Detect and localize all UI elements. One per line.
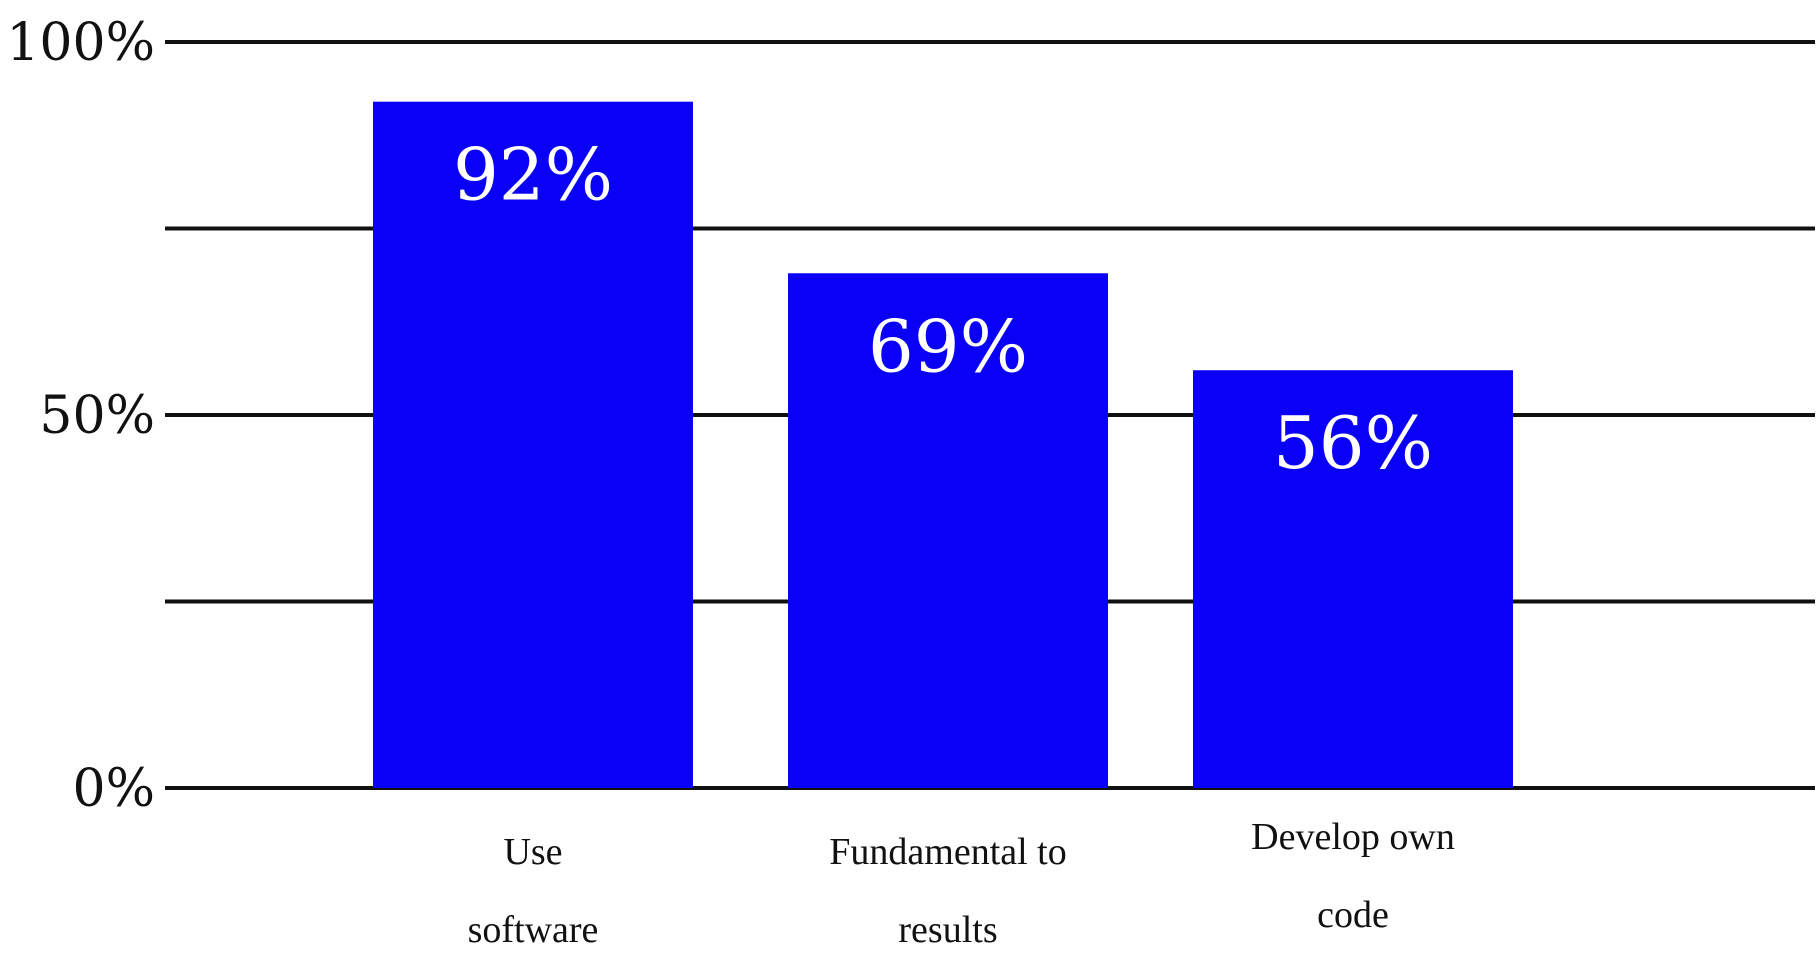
y-tick-label: 0% bbox=[73, 759, 156, 819]
y-tick-label: 100% bbox=[6, 13, 155, 73]
bar bbox=[788, 273, 1108, 788]
bar-value-labels: 92% 69% 56% bbox=[453, 133, 1433, 486]
x-category-label-line: code bbox=[1317, 894, 1389, 936]
bar-value-label: 69% bbox=[868, 304, 1028, 388]
bar-value-label: 92% bbox=[453, 133, 613, 217]
x-category-label-line: results bbox=[898, 909, 997, 951]
x-category-label-line: Fundamental to bbox=[829, 831, 1066, 873]
y-axis-tick-labels: 0% 50% 100% bbox=[6, 13, 155, 819]
x-category-label-line: Develop own bbox=[1251, 816, 1455, 858]
x-axis-category-labels: Use software Fundamental to results Develop … bbox=[468, 816, 1455, 951]
bar bbox=[1193, 370, 1513, 788]
bar bbox=[373, 101, 693, 789]
x-category-label-line: Use bbox=[503, 831, 562, 873]
y-tick-label: 50% bbox=[39, 386, 155, 446]
x-category-label-line: software bbox=[468, 909, 599, 951]
bar-value-label: 56% bbox=[1273, 401, 1433, 485]
bars bbox=[373, 101, 1513, 789]
